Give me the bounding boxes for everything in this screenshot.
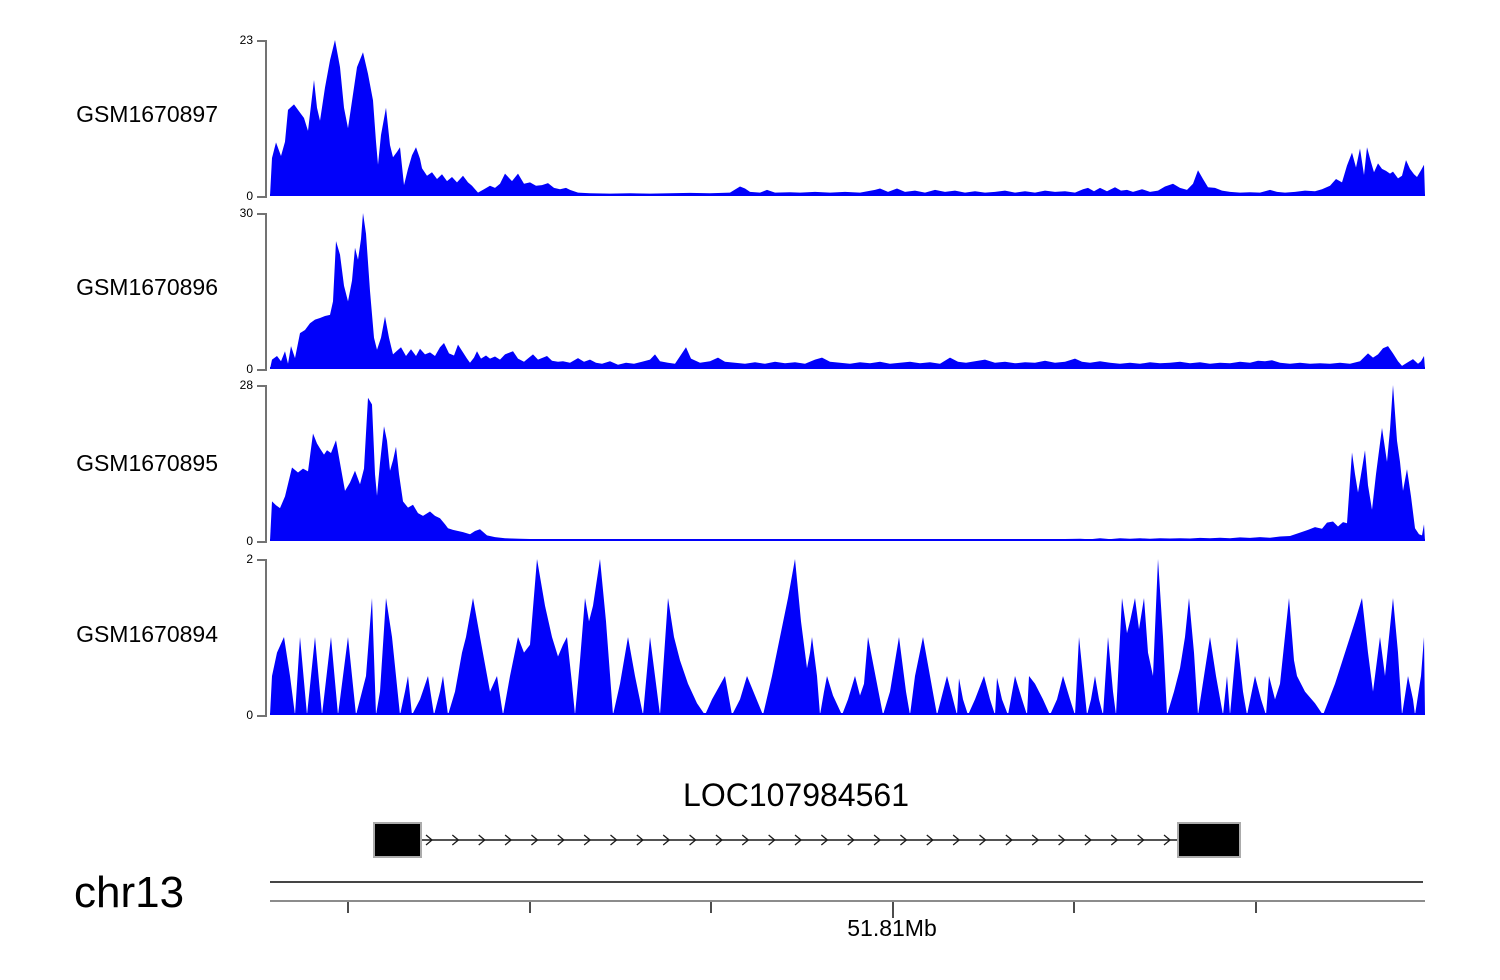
coverage-area-gsm1670896 (270, 213, 1425, 369)
y-axis-min-label: 0 (246, 708, 253, 722)
y-axis-max-label: 23 (239, 33, 253, 47)
position-label: 51.81Mb (847, 915, 937, 941)
gene-model-loc107984561 (373, 822, 1241, 858)
y-axis-max-label: 2 (246, 552, 253, 566)
coverage-area-gsm1670895 (270, 385, 1425, 541)
ruler-minor-tick (347, 902, 349, 913)
track-label-gsm1670894: GSM1670894 (76, 621, 218, 647)
ruler-minor-tick (529, 902, 531, 913)
gene-name-label: LOC107984561 (683, 777, 909, 813)
y-axis-bracket (257, 40, 267, 198)
y-axis-bracket (257, 559, 267, 717)
y-axis-bracket (257, 213, 267, 371)
genome-ruler-line (270, 900, 1425, 902)
y-axis-min-label: 0 (246, 189, 253, 203)
track-label-gsm1670896: GSM1670896 (76, 274, 218, 300)
y-axis-min-label: 0 (246, 362, 253, 376)
ruler-minor-tick (710, 902, 712, 913)
y-axis-bracket (257, 385, 267, 543)
ruler-minor-tick (1255, 902, 1257, 913)
chromosome-line (270, 881, 1423, 883)
coverage-area-gsm1670894 (270, 559, 1425, 715)
ruler-minor-tick (1073, 902, 1075, 913)
coverage-area-gsm1670897 (270, 40, 1425, 196)
track-label-gsm1670897: GSM1670897 (76, 101, 218, 127)
y-axis-min-label: 0 (246, 534, 253, 548)
chromosome-label: chr13 (74, 868, 185, 917)
ruler-major-tick (892, 902, 894, 918)
track-label-gsm1670895: GSM1670895 (76, 450, 218, 476)
y-axis-max-label: 30 (239, 206, 253, 220)
y-axis-max-label: 28 (239, 378, 253, 392)
